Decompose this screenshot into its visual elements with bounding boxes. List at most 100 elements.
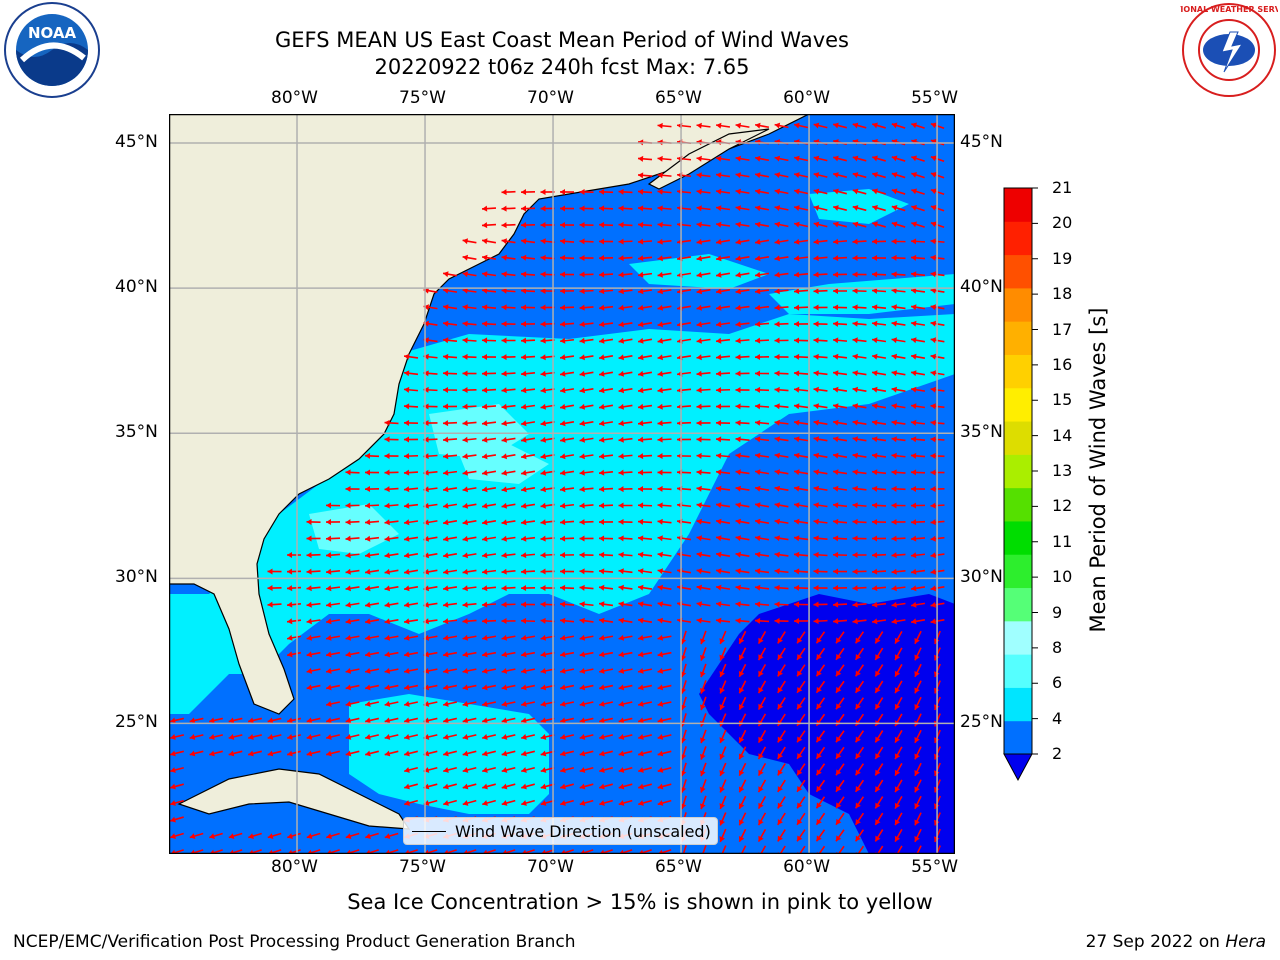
wave-arrow-head [443,601,449,608]
wave-arrow-head [540,287,546,294]
wave-arrow-head [326,667,332,674]
wave-arrow-head [462,717,469,724]
wave-arrow-head [872,155,878,162]
wave-arrow-head [657,370,663,377]
wave-arrow-head [267,833,274,839]
wave-arrow-head [482,519,488,526]
wave-arrow-head [501,667,508,674]
wave-arrow-head [833,469,839,476]
wave-arrow-head [579,767,586,773]
wave-arrow-head [891,205,898,211]
wave-arrow-head [482,337,488,344]
wave-arrow-head [777,687,783,693]
wave-arrow-head [738,687,745,694]
wave-arrow-head [735,617,741,624]
wave-arrow-head [599,568,605,575]
wave-arrow-head [443,684,449,691]
wave-arrow-head [911,502,917,509]
wave-arrow-head [384,585,391,592]
colorbar-under-triangle [1003,753,1033,782]
wave-arrow-head [813,419,820,426]
wave-arrow-head [209,734,215,740]
wave-arrow-head [521,486,527,493]
wave-arrow-head [852,386,859,393]
wave-arrow-head [797,653,803,660]
wave-arrow-head [638,172,644,179]
wave-arrow-head [560,800,566,806]
wave-arrow-head [267,601,273,608]
wave-arrow-head [501,486,508,493]
wave-arrow-head [794,436,800,443]
wave-arrow-head [228,833,235,839]
wave-arrow-head [716,436,722,443]
wave-arrow-head [657,221,663,228]
wave-arrow-head [287,585,293,592]
wave-arrow-head [462,700,469,707]
wave-arrow-head [657,354,664,361]
wave-arrow-head [638,502,644,509]
lon-tick-label-top: 65°W [655,88,702,108]
wave-arrow-head [579,321,585,328]
wave-arrow-head [813,221,820,228]
wave-arrow-head [462,453,468,460]
lon-tick-label-bottom: 75°W [399,857,446,877]
wave-arrow-head [638,700,644,707]
wave-arrow-head [345,833,352,839]
wave-arrow-head [699,737,706,744]
wave-arrow-head [501,750,508,757]
wave-arrow-head [872,601,878,608]
wave-arrow-head [755,386,761,393]
wave-arrow-head [855,802,861,809]
wave-arrow-head [696,155,702,162]
wave-arrow-head [599,238,605,245]
wave-arrow-head [833,188,839,195]
wave-arrow-head [618,370,625,377]
wave-arrow-head [680,737,687,744]
wave-arrow-head [365,700,371,707]
wave-arrow-head [638,717,644,724]
wave-arrow-head [699,753,706,760]
wave-arrow-head [852,122,859,129]
wave-arrow-head [855,785,861,792]
wave-arrow-head [540,387,546,394]
colorbar-segment [1004,287,1032,322]
wave-arrow-head [462,271,469,278]
wave-arrow-head [579,551,585,558]
wave-arrow-head [462,750,469,757]
wave-arrow-head [794,419,800,426]
wave-arrow-head [716,584,722,591]
wave-arrow-head [911,618,917,625]
wave-arrow-head [560,238,566,245]
wave-arrow-head [699,803,706,810]
wave-arrow-head [813,601,819,608]
wave-arrow-head [852,618,858,625]
lat-tick-label-left: 25°N [115,712,158,733]
wave-arrow-head [501,684,508,691]
lat-tick-label-left: 45°N [115,132,158,153]
wave-arrow-head [657,238,663,245]
wave-arrow-head [911,337,917,344]
wave-arrow-head [758,670,764,677]
wave-arrow-head [404,353,410,360]
wave-arrow-head [755,221,761,228]
wave-arrow-head [755,535,761,542]
wave-arrow-head [774,386,780,393]
wave-arrow-head [930,436,936,443]
wave-arrow-head [875,786,881,792]
wave-arrow-head [423,287,430,294]
wave-arrow-head [758,819,764,826]
wave-arrow-head [618,387,625,394]
chart-subtitle: 20220922 t06z 240h fcst Max: 7.65 [374,55,750,79]
wave-arrow-head [287,618,293,625]
wave-arrow-head [794,271,800,278]
wave-arrow-head [638,617,644,624]
wave-arrow-head [794,535,800,542]
wave-arrow-head [914,703,920,710]
wave-arrow-head [911,172,918,178]
wave-arrow-head [345,535,351,542]
wave-arrow-head [501,502,508,509]
wave-arrow-head [618,601,624,608]
wave-arrow-head [618,667,625,674]
colorbar [1003,187,1038,782]
wave-arrow-head [306,734,313,740]
